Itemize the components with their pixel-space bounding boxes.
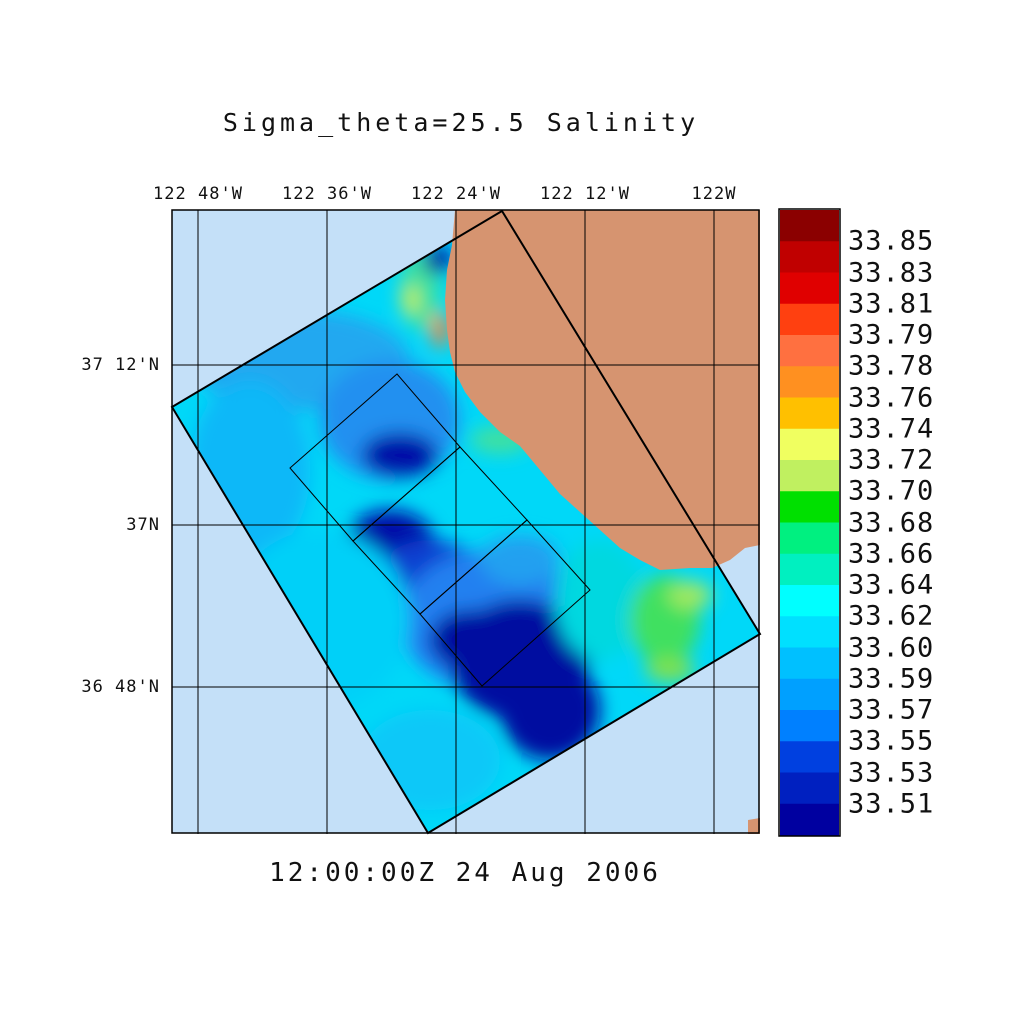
colorbar-swatch [780, 553, 839, 586]
colorbar-label: 33.70 [848, 475, 935, 507]
colorbar [780, 210, 839, 836]
colorbar-swatch [780, 397, 839, 430]
lat-tick-label: 37 12'N [81, 355, 160, 375]
colorbar-swatch [780, 241, 839, 273]
land-mass [748, 818, 760, 834]
colorbar-label: 33.64 [848, 569, 935, 601]
colorbar-swatch [780, 585, 839, 617]
colorbar-label: 33.60 [848, 632, 935, 663]
colorbar-label: 33.83 [848, 257, 935, 288]
colorbar-swatch [780, 741, 839, 773]
colorbar-swatch [780, 803, 839, 836]
colorbar-swatch [780, 772, 839, 805]
colorbar-label: 33.51 [848, 788, 935, 820]
colorbar-swatch [780, 678, 839, 711]
map-frame [171, 209, 760, 834]
colorbar-swatch [780, 272, 839, 305]
lon-tick-label: 122 12'W [540, 184, 630, 204]
lon-tick-label: 122 36'W [282, 184, 372, 204]
colorbar-swatch [780, 303, 839, 336]
colorbar-label: 33.79 [848, 319, 935, 351]
colorbar-swatch [780, 616, 839, 648]
colorbar-swatch [780, 522, 839, 555]
land-mass [445, 210, 760, 570]
colorbar-swatch [780, 710, 839, 742]
colorbar-label: 33.66 [848, 538, 935, 570]
survey-boxes [289, 373, 591, 687]
lon-tick-label: 122W [691, 184, 737, 204]
colorbar-label: 33.85 [848, 225, 935, 257]
lon-tick-label: 122 48'W [153, 184, 243, 204]
colorbar-label: 33.78 [848, 350, 935, 382]
map-title: Sigma_theta=25.5 Salinity [222, 108, 700, 137]
colorbar-label: 33.62 [848, 600, 935, 632]
colorbar-label: 33.81 [848, 288, 935, 320]
colorbar-swatch [780, 335, 839, 367]
lat-tick-label: 36 48'N [81, 677, 160, 697]
colorbar-label: 33.68 [848, 507, 935, 538]
colorbar-swatch [780, 210, 839, 242]
colorbar-label: 33.76 [848, 382, 935, 413]
colorbar-label: 33.53 [848, 757, 935, 788]
colorbar-label: 33.57 [848, 694, 935, 726]
domain-outline [170, 209, 762, 835]
colorbar-label: 33.72 [848, 444, 935, 476]
colorbar-label: 33.74 [848, 413, 935, 445]
colorbar-swatch [780, 460, 839, 492]
colorbar-swatch [780, 491, 839, 523]
colorbar-swatch [780, 647, 839, 680]
colorbar-label: 33.59 [848, 663, 935, 695]
colorbar-frame [778, 208, 841, 837]
colorbar-swatch [780, 366, 839, 398]
lat-tick-label: 37N [126, 515, 160, 535]
colorbar-swatch [780, 428, 839, 461]
colorbar-label: 33.55 [848, 725, 935, 757]
timestamp-label: 12:00:00Z 24 Aug 2006 [269, 858, 661, 888]
lon-tick-label: 122 24'W [411, 184, 501, 204]
